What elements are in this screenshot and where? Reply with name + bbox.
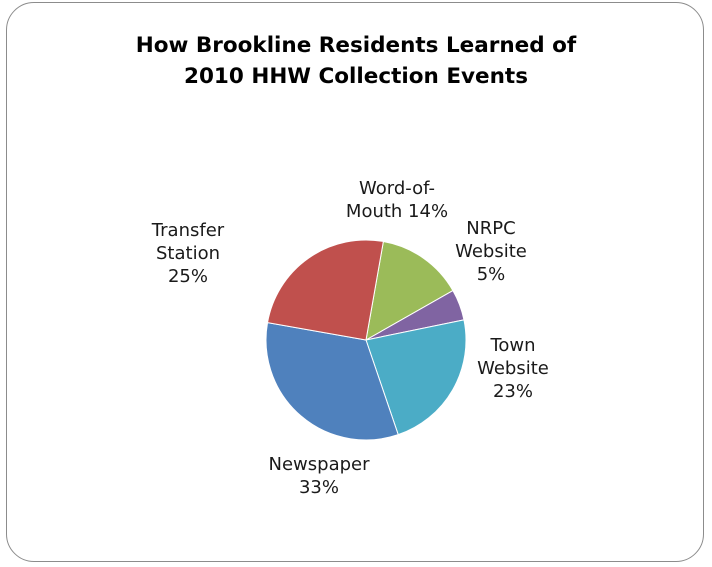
pie-slices bbox=[265, 239, 467, 441]
pie-slice-newspaper bbox=[265, 322, 399, 441]
slice-label-nrpc-website: NRPC Website 5% bbox=[455, 218, 527, 285]
pie-slice-transfer-station bbox=[266, 239, 384, 341]
chart-title-line-1: How Brookline Residents Learned of bbox=[135, 33, 577, 58]
chart-title: How Brookline Residents Learned of 2010 … bbox=[0, 30, 712, 92]
pie-slice-town-website bbox=[365, 319, 467, 436]
pie-labels: Word-of-Mouth 14%NRPC Website 5% Town Websit… bbox=[151, 178, 549, 498]
chart-title-line-2: 2010 HHW Collection Events bbox=[184, 64, 528, 89]
pie-slice-word-of-mouth bbox=[365, 240, 454, 341]
slice-label-transfer-station: Transfer Station 25% bbox=[151, 220, 225, 287]
slice-label-newspaper: Newspaper 33% bbox=[269, 454, 371, 498]
slice-label-word-of-mouth: Word-of-Mouth 14% bbox=[346, 178, 448, 222]
slice-label-town-website: Town Website 23% bbox=[477, 335, 549, 402]
